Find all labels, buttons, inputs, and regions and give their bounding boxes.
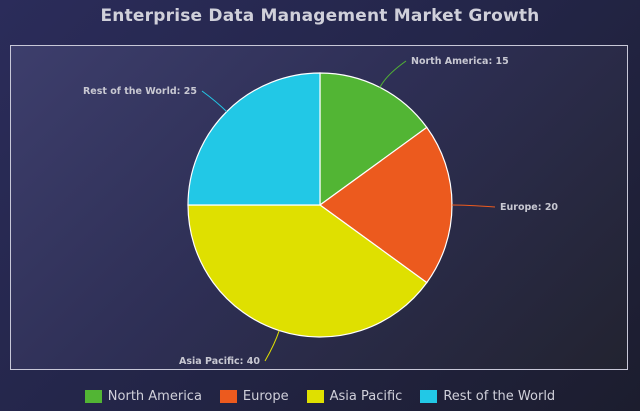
legend-item[interactable]: North America: [84, 389, 202, 404]
legend-label: North America: [107, 389, 202, 404]
pie-slices: [187, 72, 453, 338]
pie-slice-rest-of-the-world[interactable]: [187, 72, 321, 206]
label-connectors: [201, 60, 496, 362]
legend-label: Asia Pacific: [329, 389, 403, 404]
legend-item[interactable]: Europe: [219, 389, 289, 404]
legend-swatch: [84, 390, 102, 403]
connector-line: [451, 204, 496, 208]
legend-label: Europe: [242, 389, 289, 404]
data-label: Europe: 20: [500, 202, 558, 213]
legend-label: Rest of the World: [443, 389, 556, 404]
connector-line: [201, 90, 228, 113]
legend: North America Europe Asia Pacific Rest of t…: [0, 389, 640, 404]
legend-item[interactable]: Rest of the World: [420, 389, 555, 404]
legend-swatch: [306, 390, 324, 403]
pie-slice-asia-pacific[interactable]: [187, 204, 428, 338]
chart-title: Enterprise Data Management Market Growth: [100, 6, 540, 26]
data-label: North America: 15: [411, 56, 509, 67]
slice-labels: North America: 15 Europe: 20 Asia Pacific:…: [83, 56, 558, 367]
connector-line: [379, 60, 407, 88]
data-label: Rest of the World: 25: [83, 86, 197, 97]
legend-swatch: [219, 390, 237, 403]
connector-line: [264, 330, 280, 362]
data-label: Asia Pacific: 40: [179, 356, 260, 367]
pie-slice-north-america[interactable]: [319, 72, 428, 207]
legend-swatch: [420, 390, 438, 403]
legend-item[interactable]: Asia Pacific: [306, 389, 403, 404]
